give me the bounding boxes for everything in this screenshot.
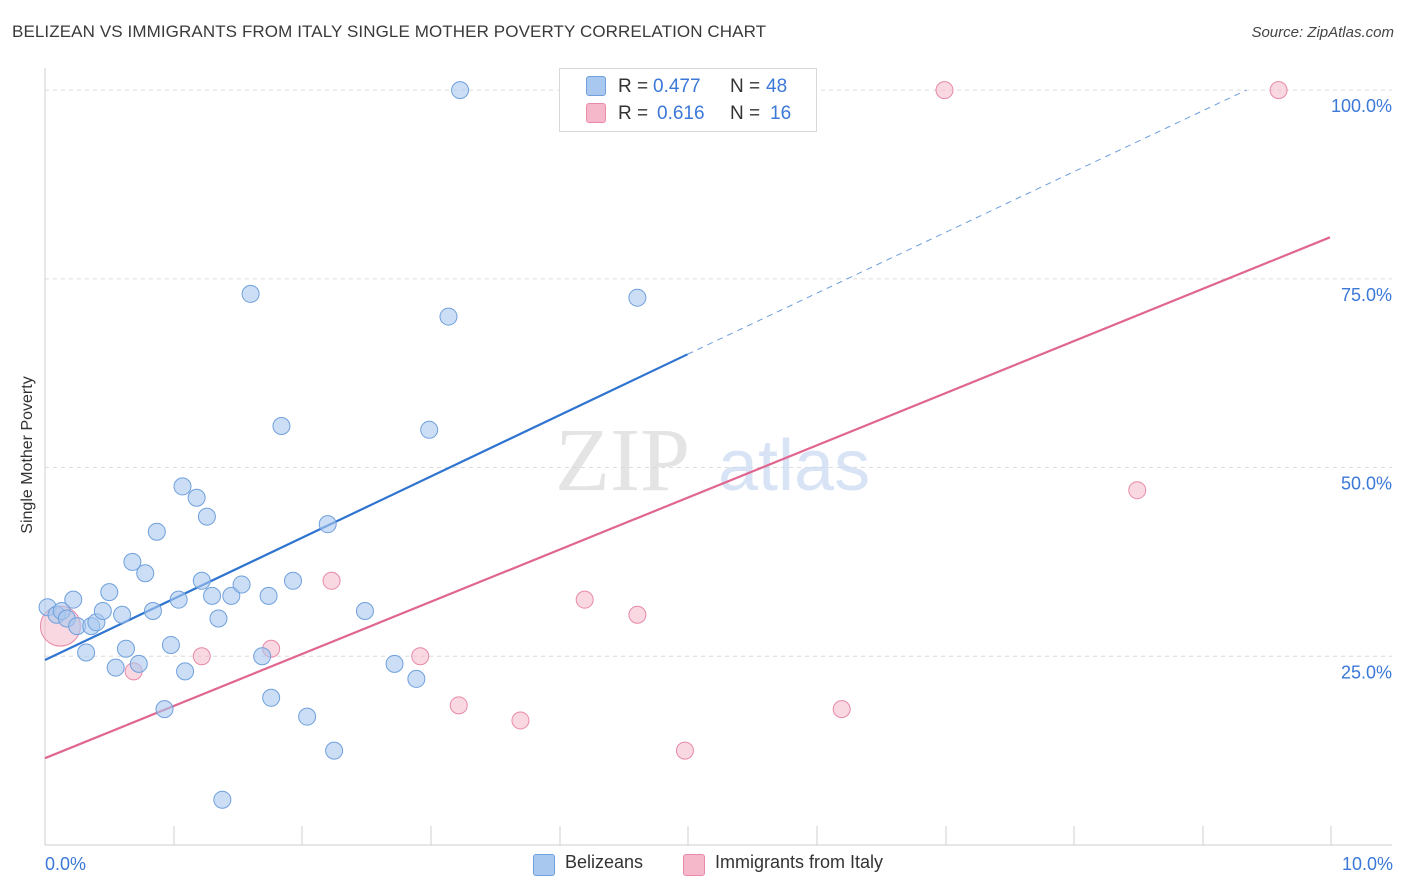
data-point-belizeans <box>451 81 470 100</box>
data-point-belizeans <box>197 507 216 526</box>
watermark-zip: ZIP <box>555 411 690 510</box>
data-point-italy <box>1128 481 1147 500</box>
legend-n-label: N = <box>730 103 761 124</box>
data-point-belizeans <box>147 522 166 541</box>
legend-n-value: 16 <box>770 103 792 124</box>
data-point-belizeans <box>123 552 142 571</box>
data-point-italy <box>832 700 851 719</box>
data-point-belizeans <box>161 635 180 654</box>
data-point-italy <box>511 711 530 730</box>
data-point-belizeans <box>241 284 260 303</box>
watermark-atlas: atlas <box>718 426 870 506</box>
legend-swatch-pink <box>683 854 705 876</box>
data-point-belizeans <box>284 571 303 590</box>
data-point-belizeans <box>628 288 647 307</box>
data-point-belizeans <box>100 583 119 602</box>
y-tick-label: 75.0% <box>1341 285 1392 305</box>
data-point-belizeans <box>169 590 188 609</box>
legend-n-label: N = <box>730 76 761 97</box>
data-point-belizeans <box>420 420 439 439</box>
data-point-italy <box>322 571 341 590</box>
data-point-belizeans <box>298 707 317 726</box>
data-point-belizeans <box>222 586 241 605</box>
data-point-belizeans <box>143 601 162 620</box>
data-point-belizeans <box>176 662 195 681</box>
chart-title: BELIZEAN VS IMMIGRANTS FROM ITALY SINGLE… <box>12 22 767 41</box>
data-point-belizeans <box>385 654 404 673</box>
data-point-belizeans <box>325 741 344 760</box>
stats-legend: R = 0.477 N = 48 R = 0.616 N = 16 <box>559 68 817 132</box>
data-point-italy <box>628 605 647 624</box>
trend-line-belizeans-extension <box>687 89 1247 355</box>
data-point-belizeans <box>155 700 174 719</box>
data-point-belizeans <box>232 575 251 594</box>
data-point-belizeans <box>192 571 211 590</box>
data-points <box>38 81 1288 809</box>
data-point-belizeans <box>272 417 291 436</box>
y-tick-label: 100.0% <box>1331 96 1392 116</box>
tick-labels: 25.0% 50.0% 75.0% 100.0% 0.0% 10.0% <box>45 96 1393 874</box>
y-tick-label: 50.0% <box>1341 474 1392 494</box>
data-point-belizeans <box>203 586 222 605</box>
data-point-belizeans <box>136 564 155 583</box>
data-point-belizeans <box>253 647 272 666</box>
legend-label: Immigrants from Italy <box>715 852 884 872</box>
legend-n-value: 48 <box>766 76 788 97</box>
data-point-belizeans <box>439 307 458 326</box>
x-tick-label: 0.0% <box>45 854 86 874</box>
data-point-belizeans <box>262 688 281 707</box>
y-tick-label: 25.0% <box>1341 662 1392 682</box>
x-axis <box>44 68 1392 846</box>
watermark: ZIP atlas <box>555 411 870 510</box>
data-point-italy <box>675 741 694 760</box>
data-point-belizeans <box>407 669 426 688</box>
legend-r-label: R = <box>618 76 649 97</box>
data-point-belizeans <box>77 643 96 662</box>
source-credit: Source: ZipAtlas.com <box>1251 24 1394 41</box>
data-point-belizeans <box>259 586 278 605</box>
data-point-italy <box>1269 81 1288 100</box>
data-point-italy <box>192 647 211 666</box>
data-point-belizeans <box>106 658 125 677</box>
data-point-belizeans <box>93 601 112 620</box>
gridlines <box>45 89 1392 657</box>
legend-label: Belizeans <box>565 852 644 872</box>
data-point-belizeans <box>116 639 135 658</box>
legend-r-value: 0.616 <box>657 103 705 124</box>
data-point-italy <box>935 81 954 100</box>
data-point-italy <box>411 647 430 666</box>
data-point-belizeans <box>318 515 337 534</box>
legend-r-label: R = <box>618 103 649 124</box>
data-point-belizeans <box>355 601 374 620</box>
data-point-belizeans <box>213 790 232 809</box>
x-tick-label: 10.0% <box>1342 854 1393 874</box>
trend-line-italy <box>44 236 1331 760</box>
data-point-belizeans <box>209 609 228 628</box>
data-point-belizeans <box>173 477 192 496</box>
legend-swatch-blue <box>533 854 555 876</box>
legend-r-value: 0.477 <box>653 76 701 97</box>
data-point-belizeans <box>187 488 206 507</box>
data-point-belizeans <box>64 590 83 609</box>
legend-swatch-blue <box>586 76 606 96</box>
data-point-belizeans <box>129 654 148 673</box>
data-point-belizeans <box>113 605 132 624</box>
legend-swatch-pink <box>586 103 606 123</box>
data-point-italy <box>449 696 468 715</box>
data-point-italy <box>575 590 594 609</box>
